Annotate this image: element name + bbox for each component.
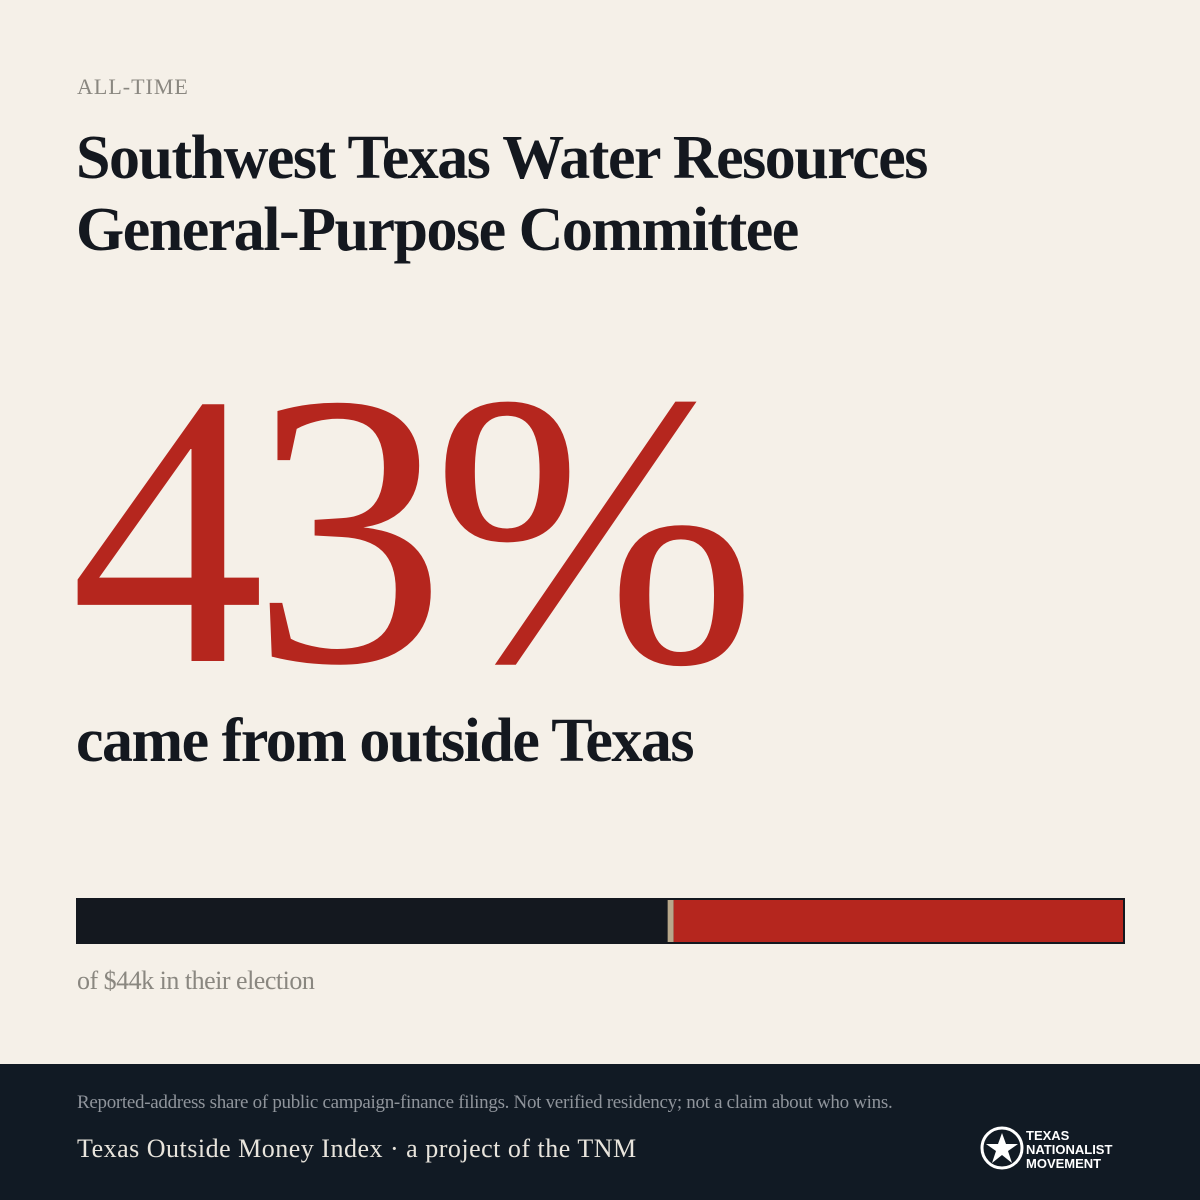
logo-star (986, 1133, 1018, 1163)
bar-note: of $44k in their election (77, 966, 315, 995)
logo: TEXAS NATIONALIST MOVEMENT (980, 1126, 1112, 1171)
stat-caption: came from outside Texas (76, 707, 695, 775)
footer (0, 1064, 1200, 1200)
logo-text: MOVEMENT (1026, 1156, 1101, 1171)
disclaimer: Reported-address share of public campaig… (77, 1092, 893, 1113)
logo-text: TEXAS (1026, 1128, 1070, 1143)
share-bar (76, 898, 1125, 944)
bar-divider (667, 900, 674, 942)
bar-outside (673, 900, 1123, 942)
big-stat: 43% (70, 314, 757, 746)
logo-text: NATIONALIST (1026, 1142, 1112, 1157)
title: Southwest Texas Water Resources General-… (76, 124, 928, 264)
logo-ring (980, 1126, 1024, 1170)
credit: Texas Outside Money Index · a project of… (77, 1134, 637, 1163)
eyebrow: ALL-TIME (77, 74, 189, 99)
